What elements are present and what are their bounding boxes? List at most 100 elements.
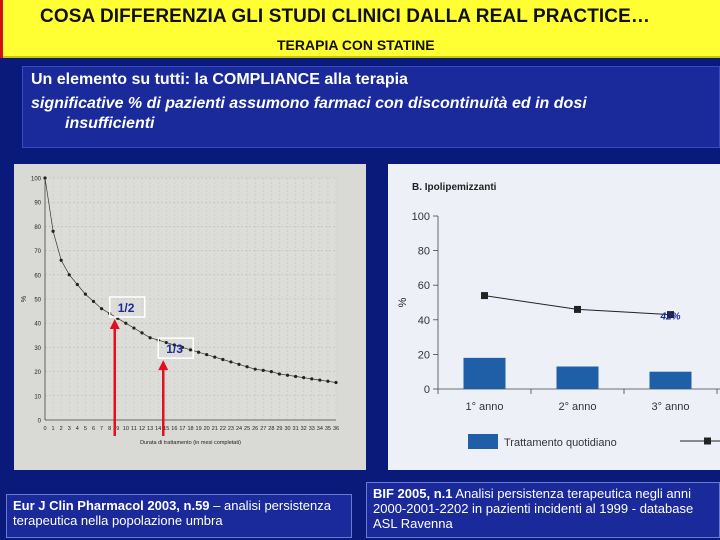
data-point: [334, 380, 338, 385]
y-tick-label: 10: [34, 394, 41, 400]
y-axis-label: %: [21, 296, 28, 302]
data-point: [205, 353, 209, 357]
data-point: [293, 374, 298, 379]
data-point: [124, 321, 128, 325]
legend-swatch-marker: [704, 437, 711, 445]
annotation-box: [109, 296, 146, 318]
lipid-lowering-chart: B. Ipolipemizzanti% 0 20 40 60 80 100 1° anno 2°…: [397, 182, 720, 449]
x-tick-label: 2° anno: [558, 401, 596, 413]
right-source-citation: BIF 2005, n.1: [373, 486, 453, 501]
data-point: [277, 372, 282, 376]
y-tick-label: 80: [34, 225, 41, 231]
x-tick-label: 26: [252, 426, 258, 432]
x-tick-label: 1: [52, 426, 55, 432]
data-point: [269, 370, 273, 374]
y-axis-label: %: [397, 297, 409, 307]
data-point: [140, 331, 144, 335]
data-point: [164, 340, 168, 345]
intro-heading: Un elemento su tutti: la COMPLIANCE alla…: [31, 71, 408, 88]
left-source-description: – analisi persistenza terapeutica nella …: [13, 498, 331, 528]
data-point: [245, 365, 249, 369]
y-tick-label: 30: [34, 346, 41, 352]
data-point: [91, 299, 96, 304]
y-tick-label: 20: [34, 370, 41, 376]
x-tick-label: 2: [60, 426, 63, 432]
legend-label-bar: Trattamento quotidiano: [504, 437, 617, 449]
x-tick-label: 10: [123, 426, 129, 432]
header-accent-stripe: [0, 0, 3, 58]
annotation-box: [157, 337, 194, 359]
data-point: [261, 368, 265, 372]
x-tick-label: 9: [116, 426, 119, 432]
x-tick-label: 13: [147, 426, 153, 432]
y-tick-label: 60: [418, 280, 430, 292]
y-tick-label: 100: [412, 211, 430, 223]
annotation-arrow-head: [158, 360, 169, 371]
data-point: [148, 336, 152, 340]
x-tick-label: 25: [244, 426, 250, 432]
x-tick-label: 23: [228, 426, 234, 432]
x-tick-label: 22: [220, 426, 226, 432]
x-tick-label: 34: [317, 426, 323, 432]
x-tick-label: 32: [301, 426, 307, 432]
x-tick-label: 20: [204, 426, 210, 432]
trend-marker: [667, 311, 674, 319]
data-point: [172, 343, 176, 347]
y-tick-label: 0: [38, 419, 42, 425]
slide-title: COSA DIFFERENZIA GLI STUDI CLINICI DALLA…: [40, 6, 650, 27]
x-tick-label: 29: [276, 426, 282, 432]
y-tick-label: 40: [34, 322, 41, 328]
data-point: [229, 360, 233, 364]
x-tick-label: 17: [179, 426, 185, 432]
data-point: [75, 282, 79, 287]
y-tick-label: 50: [34, 298, 41, 304]
data-point: [302, 376, 306, 380]
left-source-box: Eur J Clin Pharmacol 2003, n.59 – analis…: [6, 494, 352, 538]
data-point: [253, 367, 257, 371]
data-point: [213, 355, 217, 359]
x-tick-label: 28: [268, 426, 274, 432]
data-point: [188, 348, 193, 352]
bar: [556, 366, 599, 389]
x-tick-label: 6: [92, 426, 95, 432]
data-point: [237, 362, 241, 366]
data-point: [285, 373, 290, 377]
x-tick-label: 3° anno: [651, 401, 689, 413]
data-point: [83, 292, 88, 296]
data-point: [132, 326, 136, 330]
right-source-description: Analisi persistenza terapeutica negli an…: [373, 486, 694, 531]
x-tick-label: 12: [139, 426, 145, 432]
x-tick-label: 3: [68, 426, 71, 432]
persistence-curve-panel: 0 10 20 30 40 50 60 70 80 90 100 0 1 2 3 4 5 6 7 8 9 10 11 12 13…: [14, 164, 366, 470]
left-source-citation: Eur J Clin Pharmacol 2003, n.59: [13, 498, 210, 513]
data-point: [51, 229, 55, 233]
data-point: [67, 273, 71, 277]
x-tick-label: 30: [284, 426, 290, 432]
x-tick-label: 31: [293, 426, 299, 432]
y-tick-label: 0: [424, 384, 430, 396]
x-tick-label: 35: [325, 426, 331, 432]
x-tick-label: 33: [309, 426, 315, 432]
header-banner: COSA DIFFERENZIA GLI STUDI CLINICI DALLA…: [0, 0, 720, 58]
annotation-arrow-head: [109, 319, 120, 329]
x-tick-label: 18: [187, 426, 193, 432]
data-point: [180, 345, 185, 349]
x-tick-label: 27: [260, 426, 266, 432]
y-tick-label: 70: [34, 249, 41, 255]
y-tick-label: 100: [31, 177, 42, 183]
chart-title: B. Ipolipemizzanti: [412, 182, 497, 193]
intro-text-continued: insufficienti: [65, 115, 155, 132]
annotation-label: 1/2: [118, 301, 135, 315]
x-tick-label: 11: [131, 426, 137, 432]
y-tick-label: 60: [34, 273, 41, 279]
data-point: [310, 377, 314, 381]
x-tick-label: 0: [43, 426, 46, 432]
intro-text: significative % di pazienti assumono far…: [31, 95, 587, 112]
legend-swatch-bar: [468, 434, 498, 449]
trend-marker: [574, 305, 581, 313]
y-tick-label: 40: [418, 315, 430, 327]
annotation-label: 1/3: [166, 342, 183, 356]
data-point: [99, 307, 104, 311]
trend-marker: [481, 292, 488, 300]
data-point: [43, 176, 47, 180]
